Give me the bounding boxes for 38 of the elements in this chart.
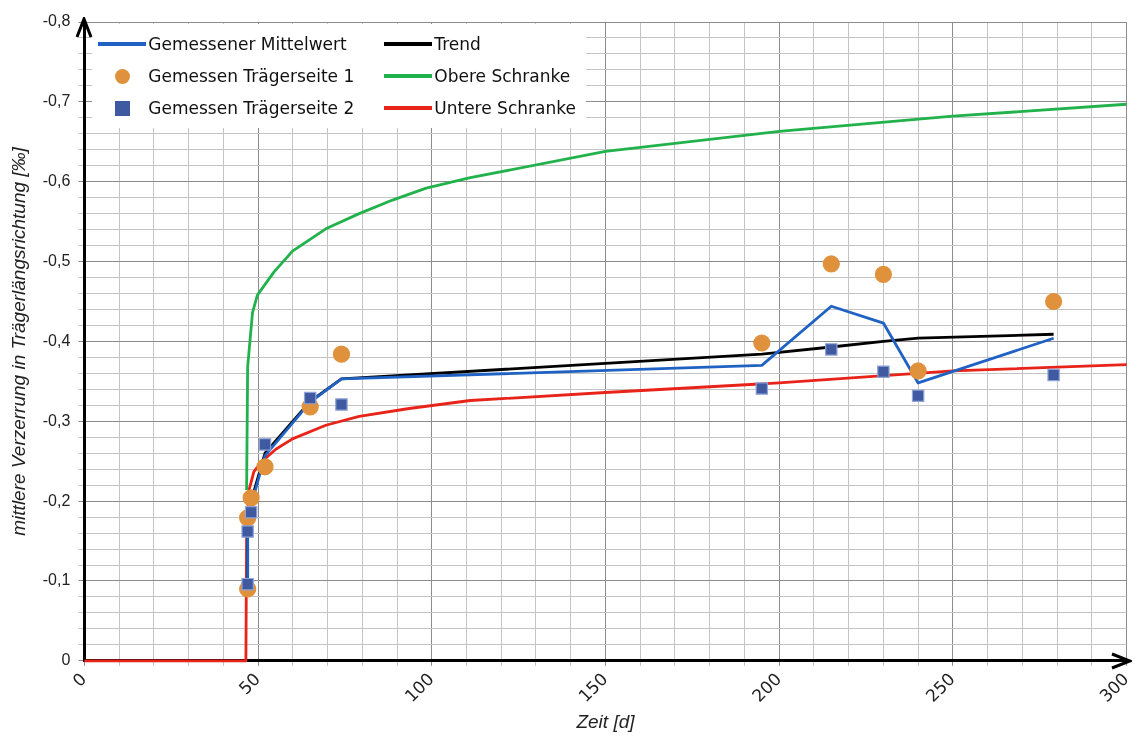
- y-tick-label: -0,5: [42, 251, 71, 269]
- y-tick-label: 0: [61, 651, 71, 669]
- point: [303, 391, 317, 405]
- point: [242, 489, 260, 507]
- legend-label: Gemessener Mittelwert: [148, 34, 347, 54]
- y-tick-label: -0,6: [42, 172, 71, 190]
- y-tick-label: -0,2: [42, 491, 71, 509]
- x-tick-label: 50: [234, 668, 265, 699]
- point: [241, 525, 254, 538]
- y-tick-label: -0,3: [42, 411, 71, 429]
- y-tick-label: -0,4: [42, 331, 71, 349]
- point: [1045, 292, 1063, 311]
- y-tick-label: -0,8: [42, 12, 71, 30]
- point: [258, 438, 272, 451]
- y-tick-label: -0,7: [42, 92, 71, 110]
- point: [753, 334, 771, 352]
- x-axis-title: Zeit [d]: [575, 710, 636, 732]
- legend-label: Untere Schranke: [434, 98, 576, 118]
- legend-label: Obere Schranke: [434, 66, 571, 86]
- point: [244, 506, 258, 519]
- point: [911, 389, 925, 402]
- point: [335, 398, 348, 411]
- point: [256, 458, 274, 476]
- point: [909, 362, 927, 380]
- y-axis-title: mittlere Verzerrung in Trägerlängsrichtung [‰]: [7, 146, 29, 536]
- point: [241, 577, 254, 591]
- legend-label: Trend: [434, 34, 481, 54]
- point: [825, 343, 838, 356]
- point: [874, 265, 892, 283]
- legend-label: Gemessen Trägerseite 1: [148, 66, 355, 86]
- legend-label: Gemessen Trägerseite 2: [148, 98, 355, 118]
- point: [1047, 368, 1060, 382]
- point: [877, 365, 890, 379]
- point: [332, 345, 351, 363]
- x-tick-label: 0: [68, 668, 91, 691]
- point: [755, 382, 769, 395]
- y-tick-label: -0,1: [42, 571, 71, 589]
- point: [822, 255, 840, 273]
